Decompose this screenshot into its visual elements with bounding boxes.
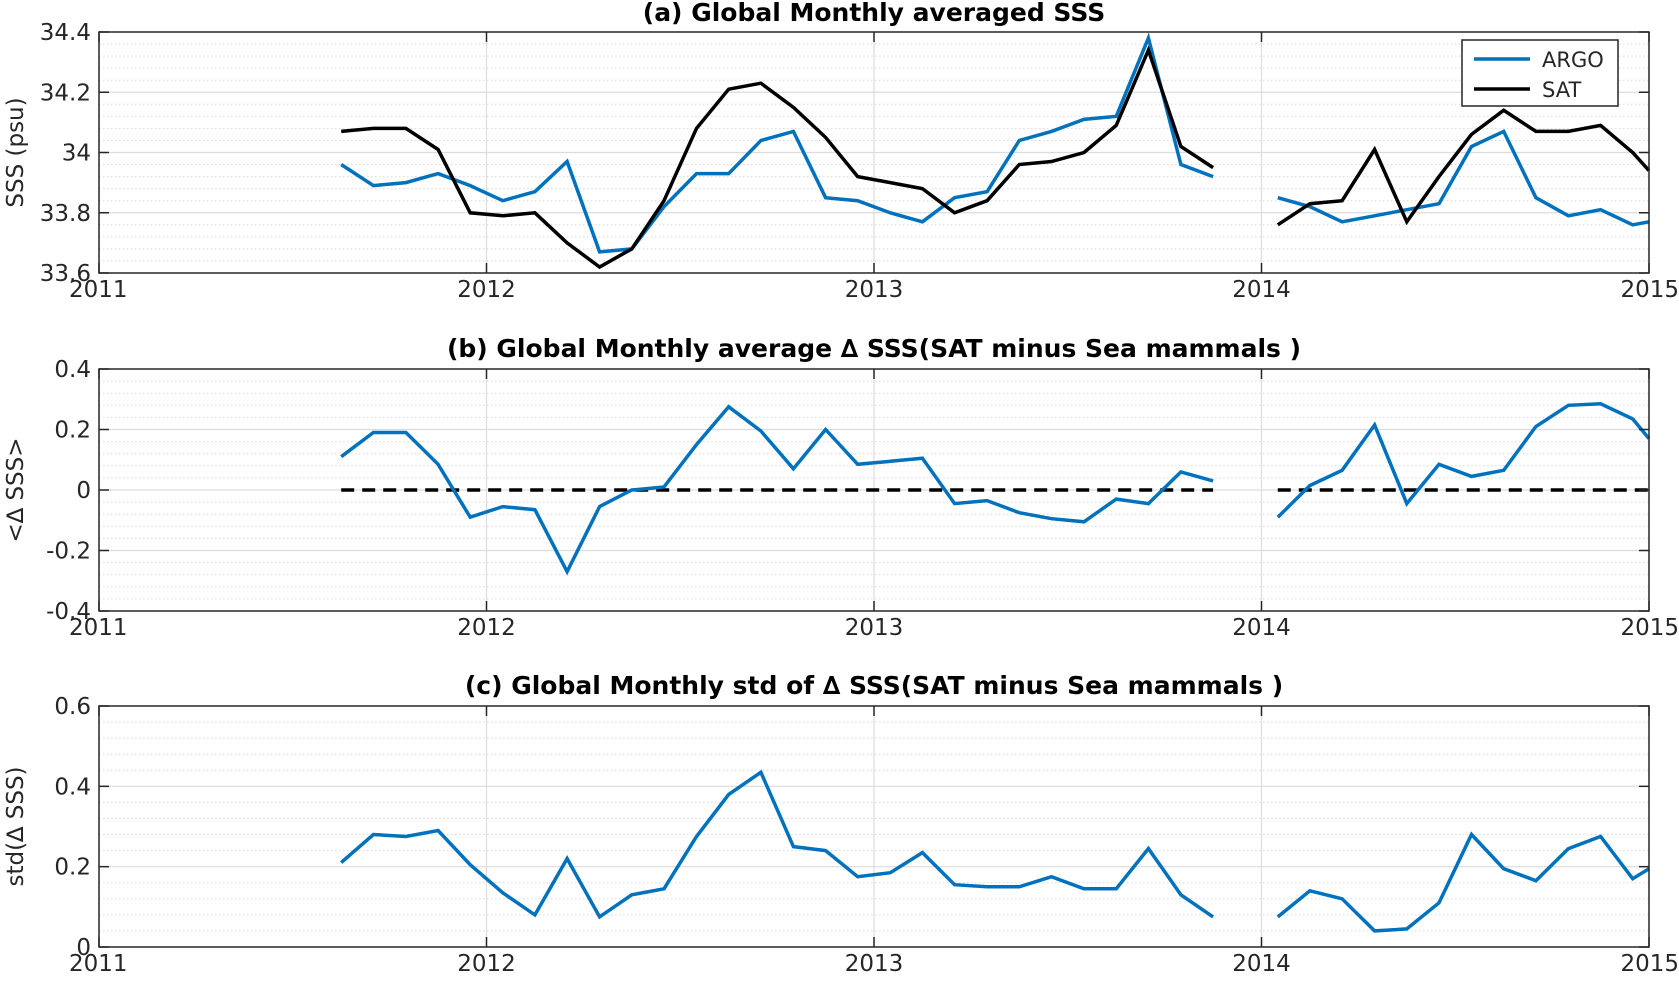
panel-b-title: (b) Global Monthly average ∆ SSS(SAT min… <box>447 334 1301 363</box>
panel-b-ylabel: <∆ SSS> <box>3 437 29 542</box>
panel-a-title: (a) Global Monthly averaged SSS <box>643 0 1105 27</box>
panel-b-mean-delta-sss: (b) Global Monthly average ∆ SSS(SAT min… <box>3 334 1679 641</box>
xtick-label: 2012 <box>457 951 516 977</box>
ytick-label: 0.4 <box>54 774 91 800</box>
ytick-label: 34.4 <box>40 20 91 46</box>
panel-a-argo-line <box>340 32 1650 254</box>
panel-a-sat-line <box>341 45 1651 270</box>
xtick-label: 2014 <box>1232 951 1291 977</box>
ytick-label: 0.2 <box>54 418 91 444</box>
panel-b-series-1-line <box>340 402 1651 576</box>
legend-label-sat: SAT <box>1542 78 1581 102</box>
panel-a-ylabel: SSS (psu) <box>3 97 29 207</box>
xtick-label: 2014 <box>1232 277 1291 303</box>
xtick-label: 2015 <box>1620 277 1679 303</box>
panel-a-global-sss: (a) Global Monthly averaged SSS SSS (psu… <box>3 0 1679 303</box>
xtick-label: 2014 <box>1232 615 1291 641</box>
ytick-label: -0.2 <box>46 539 91 565</box>
ytick-label: 0 <box>76 478 91 504</box>
panel-a-grid <box>99 32 1649 273</box>
xtick-label: 2011 <box>69 615 128 641</box>
xtick-label: 2015 <box>1620 951 1679 977</box>
ytick-label: -0.4 <box>46 599 91 625</box>
xtick-label: 2011 <box>69 951 128 977</box>
xtick-label: 2013 <box>845 277 904 303</box>
panel-c-series-1-line <box>340 769 1650 933</box>
panel-c-grid <box>99 706 1649 947</box>
ytick-label: 0.6 <box>54 694 91 720</box>
ytick-label: 0.2 <box>54 855 91 881</box>
legend: ARGO SAT <box>1461 39 1619 107</box>
panel-c-title: (c) Global Monthly std of ∆ SSS(SAT minu… <box>465 671 1283 700</box>
ytick-label: 33.6 <box>40 261 91 287</box>
xtick-label: 2013 <box>845 615 904 641</box>
xtick-label: 2012 <box>457 277 516 303</box>
ytick-label: 34.2 <box>40 80 91 106</box>
legend-box <box>1461 39 1619 107</box>
ytick-label: 0.4 <box>54 357 91 383</box>
xtick-label: 2011 <box>69 277 128 303</box>
xtick-label: 2015 <box>1620 615 1679 641</box>
panel-c-std-delta-sss: (c) Global Monthly std of ∆ SSS(SAT minu… <box>3 671 1679 977</box>
xtick-label: 2013 <box>845 951 904 977</box>
panel-c-ylabel: std(∆ SSS) <box>3 766 29 886</box>
legend-label-argo: ARGO <box>1542 48 1604 72</box>
ytick-label: 0 <box>76 935 91 961</box>
xtick-label: 2012 <box>457 615 516 641</box>
ytick-label: 33.8 <box>40 201 91 227</box>
ytick-label: 34 <box>62 141 91 167</box>
